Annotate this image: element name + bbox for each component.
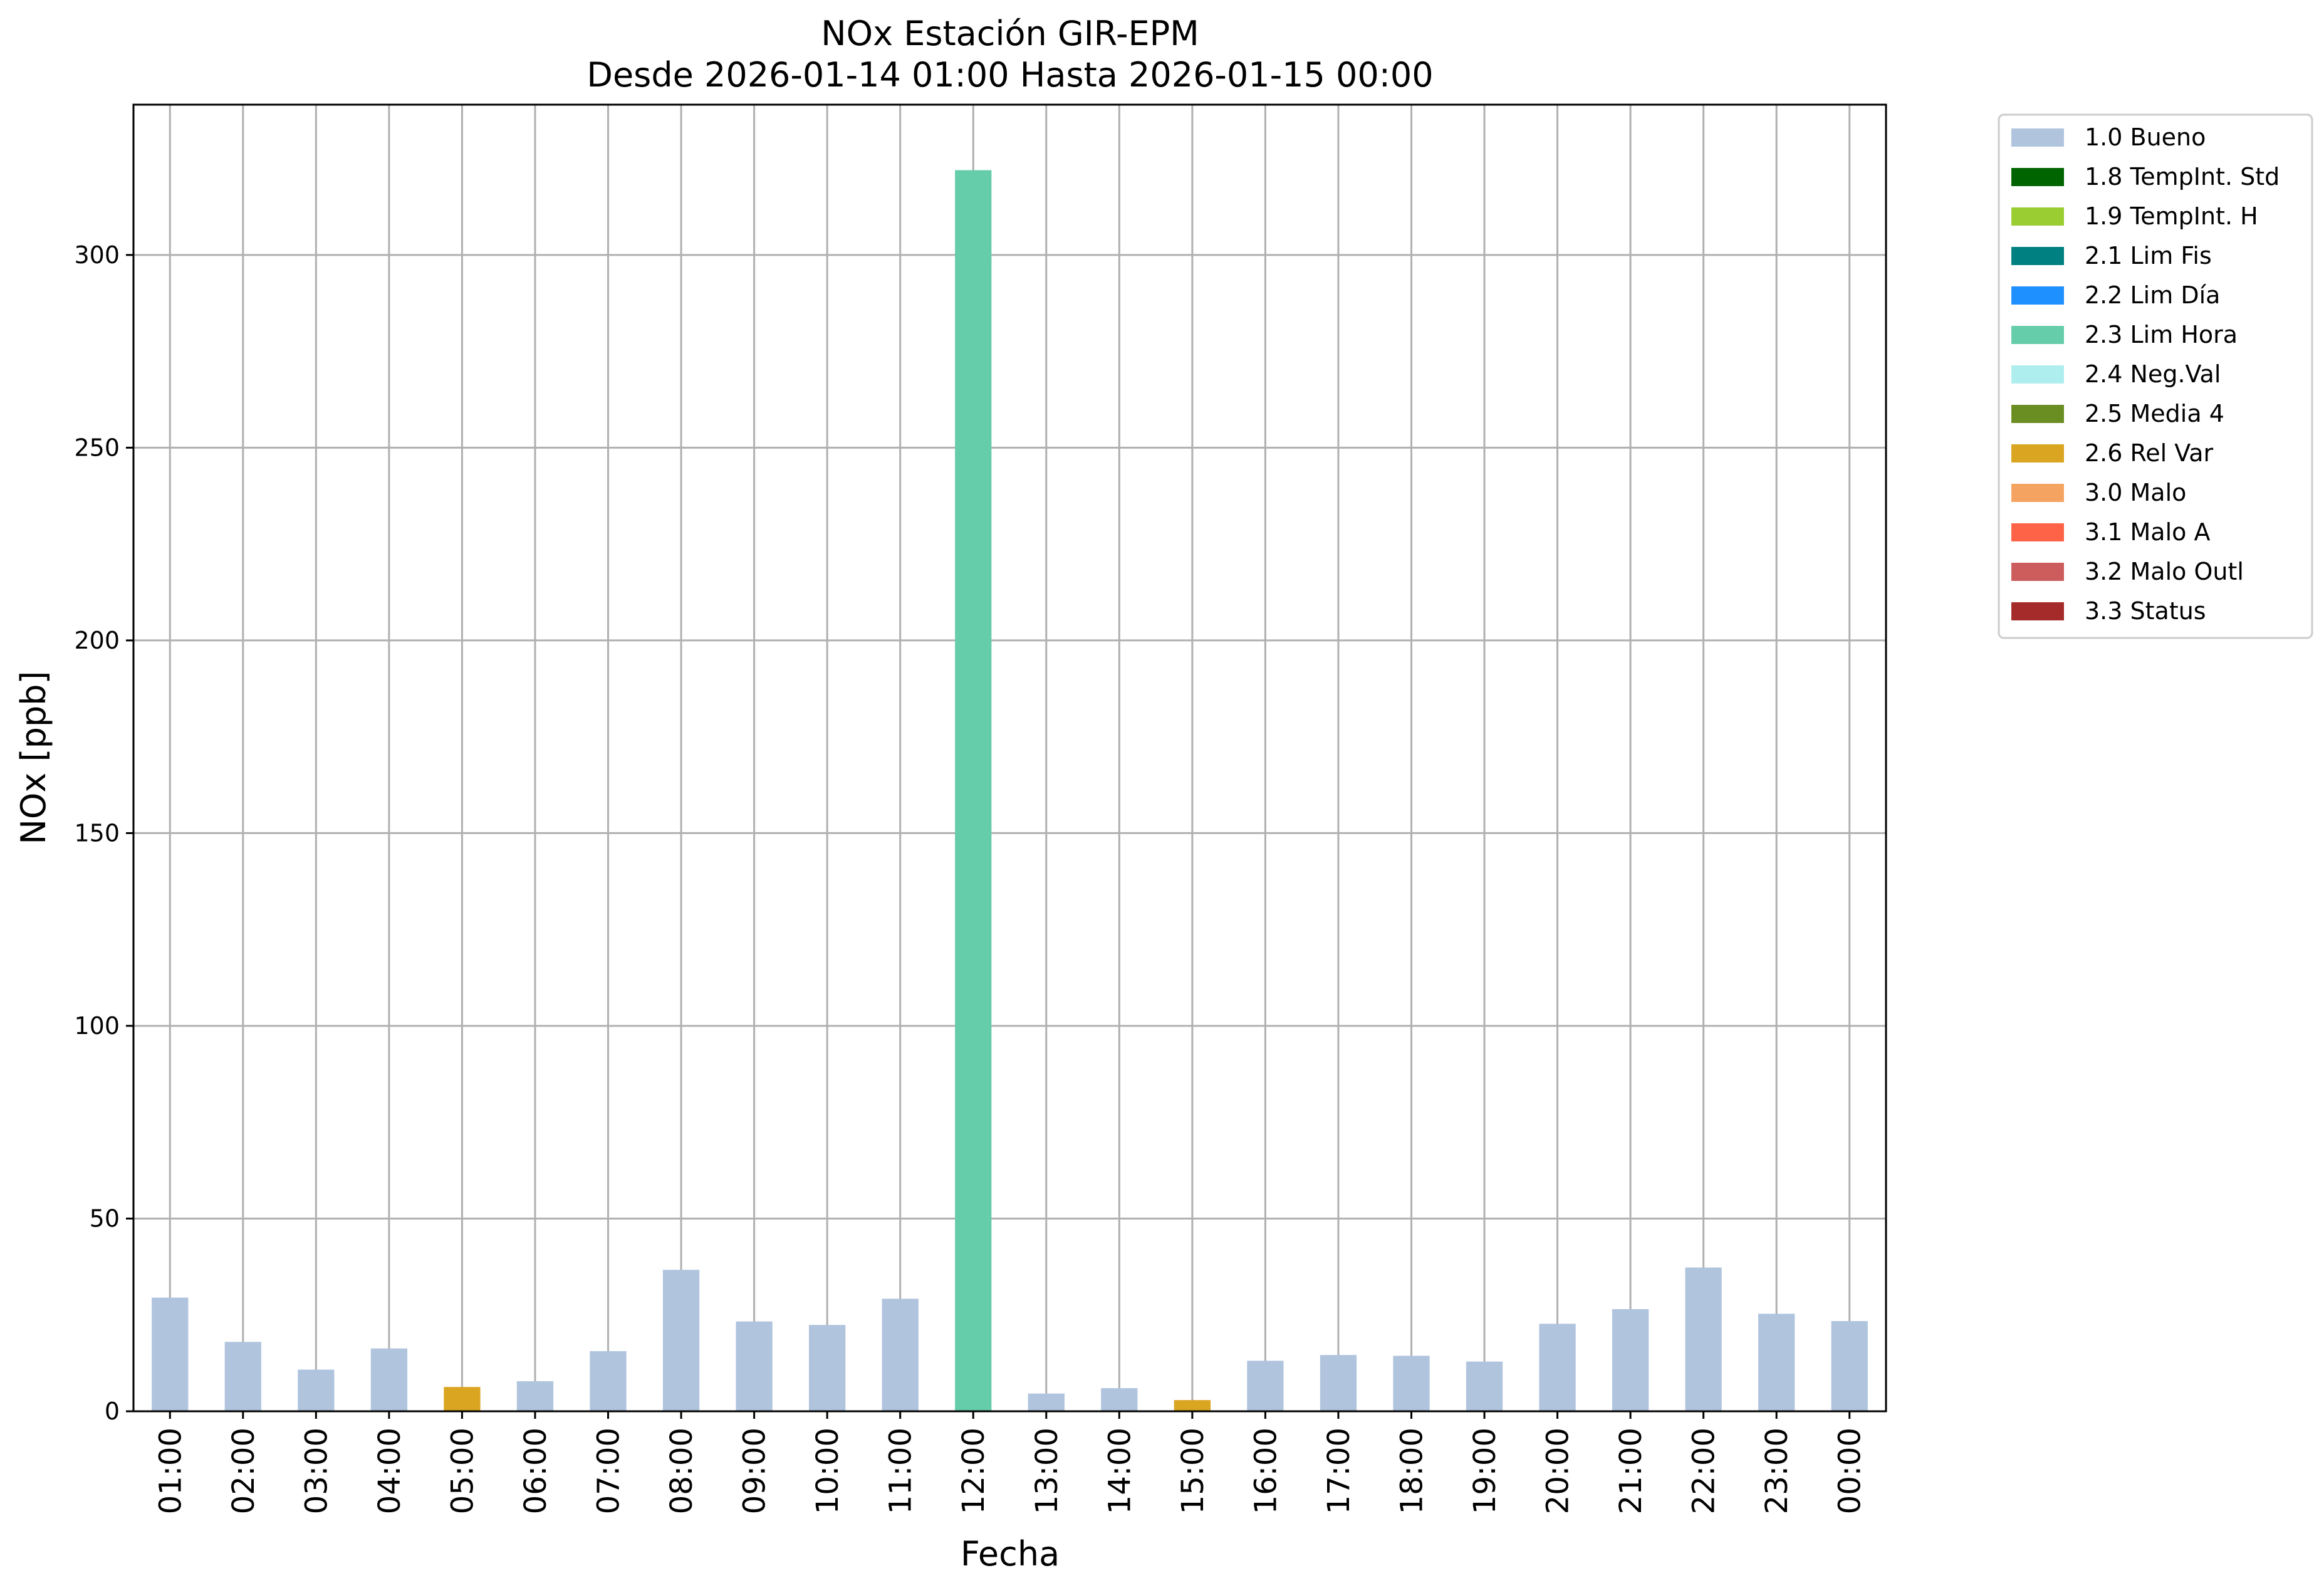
x-tick-label: 16:00 (1248, 1428, 1283, 1514)
legend-label: 3.1 Malo A (2085, 518, 2210, 546)
chart-title: NOx Estación GIR-EPM (821, 14, 1199, 53)
bar-2100 (1612, 1309, 1649, 1411)
y-axis-label: NOx [ppb] (14, 671, 53, 845)
x-tick-label: 07:00 (591, 1428, 627, 1514)
bar-1100 (882, 1298, 919, 1411)
bar-0900 (736, 1321, 773, 1411)
bar-0700 (590, 1351, 627, 1411)
legend-swatch (2011, 286, 2064, 305)
bar-0000 (1831, 1321, 1868, 1411)
legend-label: 2.1 Lim Fis (2085, 242, 2212, 269)
x-tick-label: 06:00 (518, 1428, 553, 1514)
x-tick-label: 12:00 (956, 1428, 991, 1514)
y-tick-label: 300 (74, 241, 120, 269)
legend-label: 2.3 Lim Hora (2085, 321, 2238, 348)
legend-swatch (2011, 444, 2064, 462)
x-tick-label: 15:00 (1175, 1428, 1211, 1514)
legend-label: 3.2 Malo Outl (2085, 558, 2244, 585)
legend-swatch (2011, 484, 2064, 502)
x-tick-label: 22:00 (1687, 1428, 1722, 1514)
bar-2300 (1758, 1314, 1795, 1411)
bar-1800 (1393, 1356, 1430, 1411)
x-tick-label: 02:00 (226, 1428, 261, 1514)
bar-1700 (1320, 1355, 1357, 1411)
legend-swatch (2011, 563, 2064, 581)
bar-1600 (1247, 1361, 1284, 1411)
bar-0800 (662, 1270, 700, 1411)
legend-swatch (2011, 207, 2064, 226)
bar-0100 (152, 1297, 189, 1411)
x-tick-label: 21:00 (1613, 1428, 1649, 1514)
legend-label: 1.8 TempInt. Std (2085, 163, 2280, 191)
x-tick-label: 04:00 (372, 1428, 407, 1514)
y-tick-label: 250 (74, 434, 120, 461)
legend-swatch (2011, 326, 2064, 344)
x-tick-label: 08:00 (664, 1428, 699, 1514)
x-tick-label: 05:00 (445, 1428, 480, 1514)
x-axis-label: Fecha (961, 1534, 1060, 1574)
legend-frame (1998, 113, 2313, 639)
legend-swatch (2011, 128, 2064, 147)
legend-swatch (2011, 365, 2064, 384)
x-tick-label: 17:00 (1321, 1428, 1357, 1514)
x-tick-label: 09:00 (737, 1428, 773, 1514)
bars (152, 170, 1868, 1412)
legend-label: 2.5 Media 4 (2085, 400, 2224, 427)
bar-1400 (1101, 1388, 1138, 1411)
y-tick-label: 0 (105, 1397, 120, 1425)
plot-frame (132, 103, 1887, 1413)
legend-swatch (2011, 602, 2064, 620)
bar-0200 (224, 1342, 261, 1411)
legend-label: 1.0 Bueno (2085, 123, 2206, 151)
bar-2000 (1539, 1324, 1576, 1411)
legend-label: 1.9 TempInt. H (2085, 202, 2258, 230)
x-tick-label: 03:00 (299, 1428, 334, 1514)
bar-0600 (516, 1381, 554, 1411)
bar-2200 (1685, 1267, 1722, 1411)
x-tick-label: 00:00 (1833, 1428, 1868, 1514)
legend-label: 3.3 Status (2085, 597, 2206, 625)
x-tick-label: 10:00 (810, 1428, 845, 1514)
y-tick-label: 150 (74, 819, 120, 847)
y-axis-ticks: 0 50 100 150 200 250 300 (74, 241, 133, 1425)
x-tick-label: 23:00 (1759, 1428, 1795, 1514)
x-axis-ticks: 01:00 02:00 03:00 04:00 05:00 06:00 07:00 08:00… (153, 1411, 1868, 1514)
x-tick-label: 14:00 (1102, 1428, 1137, 1514)
grid (133, 105, 1886, 1413)
bar-1000 (809, 1325, 846, 1411)
y-tick-label: 100 (74, 1012, 120, 1040)
bar-0300 (298, 1369, 335, 1411)
legend-label: 3.0 Malo (2085, 479, 2186, 506)
x-tick-label: 19:00 (1467, 1428, 1503, 1514)
chart-subtitle: Desde 2026-01-14 01:00 Hasta 2026-01-15 … (586, 55, 1433, 95)
legend-swatch (2011, 247, 2064, 265)
x-tick-label: 13:00 (1029, 1428, 1065, 1514)
bar-0400 (370, 1348, 408, 1411)
bar-1900 (1466, 1361, 1503, 1411)
legend-swatch (2011, 523, 2064, 541)
x-tick-label: 18:00 (1394, 1428, 1429, 1514)
bar-0500 (444, 1387, 481, 1411)
legend-label: 2.2 Lim Día (2085, 281, 2220, 309)
y-tick-label: 50 (90, 1204, 120, 1232)
bar-1500 (1174, 1400, 1211, 1411)
legend-swatch (2011, 168, 2064, 186)
legend: 1.0 Bueno 1.8 TempInt. Std 1.9 TempInt. H 2… (1998, 113, 2313, 639)
bar-1200 (955, 170, 992, 1412)
x-tick-label: 01:00 (153, 1428, 188, 1514)
y-tick-label: 200 (74, 627, 120, 654)
bar-1300 (1028, 1393, 1065, 1411)
legend-label: 2.4 Neg.Val (2085, 360, 2221, 388)
x-tick-label: 20:00 (1541, 1428, 1576, 1514)
legend-label: 2.6 Rel Var (2085, 439, 2214, 467)
x-tick-label: 11:00 (883, 1428, 919, 1514)
legend-swatch (2011, 405, 2064, 423)
